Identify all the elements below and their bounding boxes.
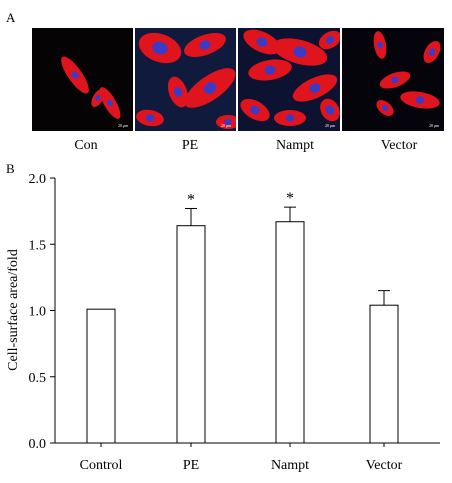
cell-nucleus bbox=[415, 96, 425, 104]
panel-a-label: A bbox=[6, 10, 16, 25]
cell-nucleus bbox=[325, 36, 335, 44]
cell-nucleus bbox=[250, 105, 260, 115]
scale-bar-label: 20 μm bbox=[325, 123, 336, 128]
cell-nucleus bbox=[285, 114, 295, 122]
bar-nampt bbox=[275, 221, 305, 444]
micrograph-strip: 20 μm 20 μm 20 μm 20 μm bbox=[32, 28, 444, 131]
y-tick-label: 1.5 bbox=[29, 238, 47, 253]
x-tick-label: Vector bbox=[366, 458, 403, 473]
cell-nucleus bbox=[391, 76, 399, 84]
cell-nucleus bbox=[309, 83, 321, 93]
panel-b-label: B bbox=[6, 161, 15, 176]
micrograph-vector: 20 μm bbox=[342, 28, 444, 131]
caption-pe: PE bbox=[182, 138, 198, 153]
micrograph-pe: 20 μm bbox=[135, 28, 236, 131]
cell-nucleus bbox=[256, 37, 268, 47]
cell-nucleus bbox=[107, 99, 113, 107]
cell-nucleus bbox=[173, 87, 183, 97]
y-tick-label: 2.0 bbox=[29, 172, 47, 187]
bar-vector bbox=[369, 304, 399, 444]
x-tick-label: Control bbox=[80, 458, 123, 473]
cell-nucleus bbox=[325, 105, 335, 115]
cell-nucleus bbox=[381, 105, 389, 111]
significance-marker: * bbox=[286, 190, 294, 207]
cell-nucleus bbox=[71, 71, 79, 79]
bar-chart: 0.00.51.01.52.0 * * Control PE Nampt Vector … bbox=[6, 172, 440, 473]
cell-nucleus bbox=[203, 82, 217, 94]
y-tick-label: 0.0 bbox=[29, 437, 47, 452]
x-tick-label: PE bbox=[183, 458, 199, 473]
micrograph-con: 20 μm bbox=[32, 28, 133, 131]
cell-nucleus bbox=[428, 48, 436, 56]
micrograph-nampt: 20 μm bbox=[238, 28, 340, 131]
cell-nucleus bbox=[199, 40, 211, 50]
scale-bar-label: 20 μm bbox=[221, 123, 232, 128]
scale-bar-label: 20 μm bbox=[429, 123, 440, 128]
x-tick-label: Nampt bbox=[271, 458, 309, 473]
cell-nucleus bbox=[377, 41, 383, 49]
cell-nucleus bbox=[293, 46, 307, 58]
bar-pe bbox=[176, 225, 206, 444]
caption-nampt: Nampt bbox=[276, 138, 314, 153]
y-tick-label: 1.0 bbox=[29, 305, 47, 320]
scale-bar-label: 20 μm bbox=[118, 123, 129, 128]
cell-nucleus bbox=[264, 65, 276, 75]
y-axis-title: Cell-surface area/fold bbox=[6, 249, 21, 371]
y-tick-label: 0.5 bbox=[29, 371, 47, 386]
cell-nucleus bbox=[95, 95, 101, 101]
caption-vector: Vector bbox=[381, 138, 418, 153]
bar-control bbox=[86, 308, 116, 444]
cell-nucleus bbox=[145, 114, 155, 122]
cell-nucleus bbox=[224, 118, 232, 126]
caption-con: Con bbox=[74, 138, 97, 153]
significance-marker: * bbox=[187, 191, 195, 208]
cell-nucleus bbox=[152, 41, 168, 55]
